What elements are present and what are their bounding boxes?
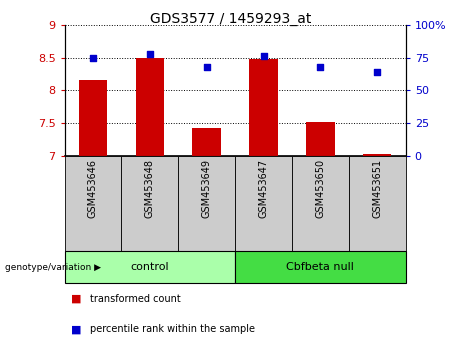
Text: Cbfbeta null: Cbfbeta null bbox=[286, 262, 355, 272]
Text: control: control bbox=[130, 262, 169, 272]
Bar bbox=[136, 57, 164, 156]
Bar bbox=[235, 156, 292, 251]
Text: GSM453650: GSM453650 bbox=[315, 159, 325, 218]
Text: GSM453651: GSM453651 bbox=[372, 159, 382, 218]
Point bbox=[146, 51, 154, 56]
Bar bbox=[306, 122, 335, 156]
Text: transformed count: transformed count bbox=[90, 294, 181, 304]
Bar bbox=[363, 154, 391, 156]
Point bbox=[373, 69, 381, 75]
Bar bbox=[121, 156, 178, 251]
Text: GSM453648: GSM453648 bbox=[145, 159, 155, 218]
Bar bbox=[193, 128, 221, 156]
Text: GSM453649: GSM453649 bbox=[201, 159, 212, 218]
Bar bbox=[65, 156, 121, 251]
Text: ■: ■ bbox=[71, 294, 82, 304]
Bar bbox=[249, 59, 278, 156]
Text: GSM453647: GSM453647 bbox=[259, 159, 269, 218]
Text: GDS3577 / 1459293_at: GDS3577 / 1459293_at bbox=[150, 12, 311, 27]
Bar bbox=[235, 251, 406, 283]
Point bbox=[260, 53, 267, 59]
Bar bbox=[65, 251, 235, 283]
Bar bbox=[178, 156, 235, 251]
Point bbox=[203, 64, 210, 69]
Bar bbox=[79, 80, 107, 156]
Text: GSM453646: GSM453646 bbox=[88, 159, 98, 218]
Text: ■: ■ bbox=[71, 324, 82, 334]
Bar bbox=[292, 156, 349, 251]
Text: genotype/variation ▶: genotype/variation ▶ bbox=[5, 263, 100, 272]
Point bbox=[317, 64, 324, 69]
Bar bbox=[349, 156, 406, 251]
Text: percentile rank within the sample: percentile rank within the sample bbox=[90, 324, 255, 334]
Point bbox=[89, 55, 97, 60]
